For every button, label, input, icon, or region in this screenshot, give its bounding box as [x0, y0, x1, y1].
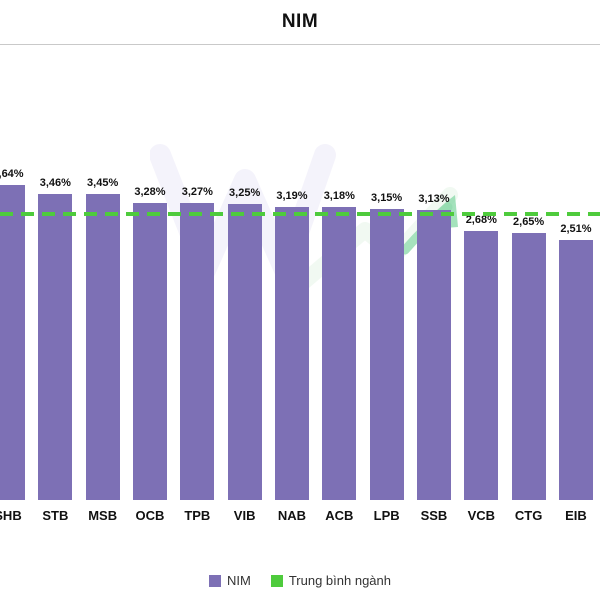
x-axis-label-SHB: SHB — [0, 508, 22, 523]
x-axis-labels: SHB STB MSB OCB TPB VIB NAB ACB LPB SSB VCB CTG EIB — [0, 508, 600, 532]
legend-swatch-average-icon — [270, 574, 283, 587]
legend-label-nim: NIM — [227, 573, 251, 588]
bar-ACB — [322, 207, 357, 500]
x-axis-label-NAB: NAB — [277, 508, 307, 523]
bar-value-label: 3,13% — [418, 192, 450, 205]
x-axis-label-ACB: ACB — [325, 508, 354, 523]
bar-MSB — [85, 194, 120, 500]
x-axis-label-LPB: LPB — [373, 508, 400, 523]
x-axis-label-VCB: VCB — [467, 508, 496, 523]
x-axis-label-OCB: OCB — [135, 508, 165, 523]
bar-value-label: 3,19% — [276, 189, 308, 202]
bar-value-label: 3,64% — [0, 168, 24, 181]
x-axis-label-CTG: CTG — [514, 508, 543, 523]
bar-value-label: 2,65% — [513, 215, 545, 228]
bar-LPB — [369, 208, 404, 500]
legend-item-nim[interactable]: NIM — [209, 573, 251, 588]
x-axis-label-VIB: VIB — [233, 508, 256, 523]
bar-value-label: 3,45% — [87, 177, 119, 190]
x-axis-label-MSB: MSB — [88, 508, 118, 523]
bar-value-label: 3,25% — [229, 187, 261, 199]
legend-item-average[interactable]: Trung bình ngành — [270, 573, 391, 588]
bar-value-label: 3,27% — [181, 186, 213, 199]
x-axis-label-EIB: EIB — [565, 508, 587, 523]
bar-TPB — [180, 203, 215, 500]
x-axis-label-STB: STB — [42, 508, 69, 523]
bar-NAB — [274, 206, 309, 500]
bar-STB — [38, 193, 73, 500]
bar-value-label: 3,46% — [39, 176, 71, 189]
bar-value-label: 2,68% — [465, 214, 497, 227]
legend-swatch-nim-icon — [209, 574, 221, 587]
industry-average-line — [0, 211, 600, 216]
title-divider — [0, 44, 600, 45]
bar-VIB — [227, 204, 262, 500]
bar-value-label: 3,28% — [134, 185, 166, 198]
legend-label-average: Trung bình ngành — [288, 573, 391, 588]
legend: NIM Trung bình ngành — [0, 573, 600, 588]
bar-EIB — [558, 239, 593, 500]
bar-SHB — [0, 185, 25, 500]
x-axis-label-TPB: TPB — [184, 508, 211, 523]
bar-CTG — [511, 232, 546, 500]
bar-value-label: 2,51% — [560, 222, 592, 235]
bar-VCB — [464, 231, 499, 500]
bar-OCB — [132, 202, 167, 500]
bar-value-label: 3,18% — [323, 190, 355, 203]
chart-title: NIM — [281, 11, 319, 32]
bar-SSB — [416, 209, 451, 500]
bar-value-label: 3,15% — [371, 191, 403, 204]
plot-area: 3,64% 3,46% 3,45% 3,28% 3,27% 3,25% 3,19% 3,18%… — [0, 45, 600, 520]
x-axis-label-SSB: SSB — [420, 508, 448, 523]
